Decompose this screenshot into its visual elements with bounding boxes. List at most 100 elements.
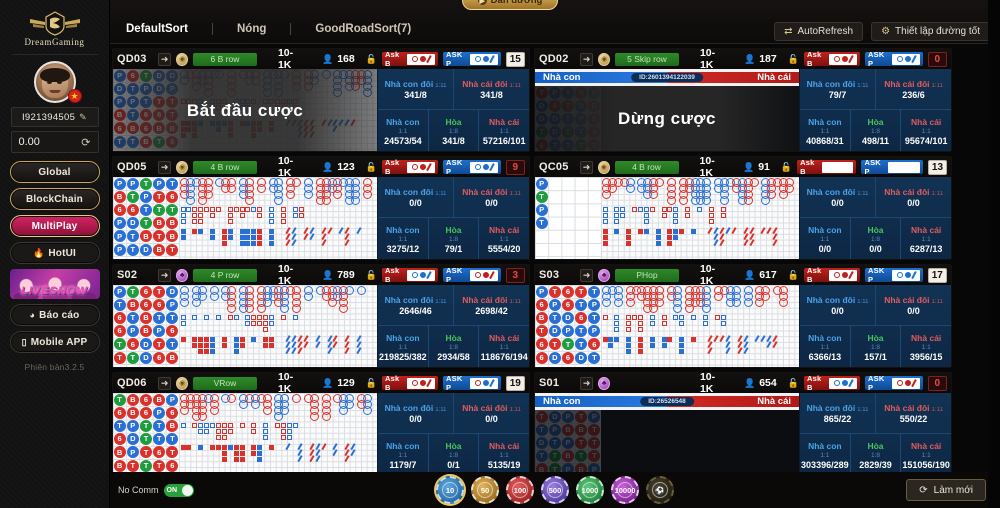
lock-icon[interactable]: 🔓 bbox=[787, 377, 799, 388]
lock-icon[interactable]: 🔓 bbox=[787, 53, 799, 64]
tie-bet-cell[interactable]: Hòa 1:8 79/1 bbox=[427, 218, 479, 259]
chip-10[interactable]: 10 bbox=[436, 476, 464, 504]
sidebar-item-global[interactable]: Global bbox=[9, 161, 100, 183]
ask-banker-button[interactable]: Ask B bbox=[803, 374, 861, 392]
player-pair-cell[interactable]: Nhà con đôi 1:11 865/22 bbox=[800, 393, 875, 433]
player-pair-cell[interactable]: Nhà con đôi 1:11 79/7 bbox=[800, 69, 875, 109]
no-commission-toggle[interactable]: No Comm ON bbox=[118, 483, 194, 497]
avatar[interactable]: ★ bbox=[12, 59, 98, 105]
banker-bet-cell[interactable]: Nhà cái 1:1 118676/194 bbox=[478, 326, 529, 367]
ask-banker-button[interactable]: Ask B bbox=[803, 50, 861, 68]
toggle-switch[interactable]: ON bbox=[163, 483, 194, 497]
balance-row[interactable]: 0.00 ⟳ bbox=[10, 131, 99, 153]
chip-50[interactable]: 50 bbox=[471, 476, 499, 504]
banker-pair-cell[interactable]: Nhà cái đôi 1:11 341/8 bbox=[453, 69, 529, 109]
table-card[interactable]: QD06 ➜ ◉ VRow 10-1K 👤 129 🔓 Ask B ASK P 19 T 6 T 6 B B B B… bbox=[112, 372, 530, 476]
banker-pair-cell[interactable]: Nhà cái đôi 1:11 0/0 bbox=[453, 177, 529, 217]
table-card[interactable]: QD03 ➜ ◉ 6 B row 10-1K 👤168 🔓 Ask B ASK P 15 PDPB6… bbox=[112, 48, 530, 152]
tie-bet-cell[interactable]: Hòa 1:8 157/1 bbox=[849, 326, 901, 367]
banker-pair-cell[interactable]: Nhà cái đôi 1:11 0/0 bbox=[453, 393, 529, 433]
sidebar-item-multiplay[interactable]: MultiPlay bbox=[9, 215, 100, 237]
lock-icon[interactable]: 🔓 bbox=[787, 269, 799, 280]
ask-player-button[interactable]: ASK P bbox=[443, 50, 501, 68]
tie-bet-cell[interactable]: Hòa 1:8 0/0 bbox=[849, 218, 901, 259]
sidebar-item-mobileapp[interactable]: ▯ Mobile APP bbox=[9, 331, 100, 353]
more-chips-icon[interactable]: ⚽ bbox=[646, 476, 674, 504]
ask-banker-button[interactable]: Ask B bbox=[381, 50, 439, 68]
auto-refresh-button[interactable]: ⇄ AutoRefresh bbox=[774, 22, 864, 41]
ask-banker-button[interactable]: Ask B bbox=[381, 266, 439, 284]
chip-10000[interactable]: 10000 bbox=[611, 476, 639, 504]
enter-table-icon[interactable]: ➜ bbox=[158, 160, 172, 174]
enter-table-icon[interactable]: ➜ bbox=[158, 52, 172, 66]
player-pair-cell[interactable]: Nhà con đôi 1:11 0/0 bbox=[800, 285, 875, 325]
lock-icon[interactable]: 🔓 bbox=[365, 377, 377, 388]
sidebar-item-liveshow[interactable]: LIVESHOW bbox=[9, 269, 100, 299]
banker-pair-cell[interactable]: Nhà cái đôi 1:11 0/0 bbox=[875, 177, 951, 217]
brand-logo[interactable]: DreamGaming bbox=[0, 0, 109, 52]
chip-1000[interactable]: 1000 bbox=[576, 476, 604, 504]
banker-bet-cell[interactable]: Nhà cái 1:1 6287/13 bbox=[900, 218, 951, 259]
ask-player-button[interactable]: ASK P bbox=[865, 374, 923, 392]
chip-500[interactable]: 500 bbox=[541, 476, 569, 504]
roadmap-area[interactable]: Nhà con00Nhà cáiID:2601394122039TDDT6TP6… bbox=[535, 69, 799, 151]
sidebar-item-blockchain[interactable]: BlockChain bbox=[9, 188, 100, 210]
guide-button[interactable]: ▶ Dẫn đường bbox=[462, 0, 558, 10]
player-bet-cell[interactable]: Nhà con 1:1 24573/54 bbox=[378, 110, 428, 151]
table-card[interactable]: QD02 ➜ ◉ 5 Skip row 10-1K 👤 187 🔓 Ask B ASK P 0 Nhà… bbox=[534, 48, 952, 152]
roadmap-area[interactable]: PDPB6T6TPTBTTPT66BDDT6BTDPTTB6Bắt đầu cư… bbox=[113, 69, 377, 151]
player-pair-cell[interactable]: Nhà con đôi 1:11 0/0 bbox=[378, 177, 453, 217]
chip-100[interactable]: 100 bbox=[506, 476, 534, 504]
tie-bet-cell[interactable]: Hòa 1:8 0/1 bbox=[427, 434, 479, 475]
pencil-icon[interactable]: ✎ bbox=[79, 111, 88, 122]
banker-pair-cell[interactable]: Nhà cái đôi 1:11 550/22 bbox=[875, 393, 951, 433]
banker-bet-cell[interactable]: Nhà cái 1:1 95674/101 bbox=[900, 110, 951, 151]
player-bet-cell[interactable]: Nhà con 1:1 1179/7 bbox=[378, 434, 428, 475]
ask-player-button[interactable]: ASK P bbox=[443, 374, 501, 392]
tab-good-road-sort[interactable]: GoodRoadSort(7) bbox=[315, 23, 412, 35]
banker-bet-cell[interactable]: Nhà cái 1:1 5135/19 bbox=[478, 434, 529, 475]
enter-table-icon[interactable]: ➜ bbox=[580, 160, 594, 174]
ask-player-button[interactable]: ASK P bbox=[865, 266, 923, 284]
banker-bet-cell[interactable]: Nhà cái 1:1 5554/20 bbox=[478, 218, 529, 259]
good-road-setup-button[interactable]: ⚙ Thiết lập đường tốt bbox=[871, 22, 990, 41]
sidebar-item-hotui[interactable]: 🔥 HotUI bbox=[9, 242, 100, 264]
ask-player-button[interactable]: ASK P bbox=[865, 50, 923, 68]
tie-bet-cell[interactable]: Hòa 1:8 2934/58 bbox=[427, 326, 479, 367]
tie-bet-cell[interactable]: Hòa 1:8 498/11 bbox=[849, 110, 901, 151]
ask-banker-button[interactable]: Ask B bbox=[797, 158, 857, 176]
enter-table-icon[interactable]: ➜ bbox=[158, 376, 172, 390]
user-id-row[interactable]: I921394505 ✎ bbox=[10, 107, 99, 127]
banker-pair-cell[interactable]: Nhà cái đôi 1:11 2698/42 bbox=[453, 285, 529, 325]
lock-icon[interactable]: 🔓 bbox=[365, 53, 377, 64]
ask-banker-button[interactable]: Ask B bbox=[803, 266, 861, 284]
banker-bet-cell[interactable]: Nhà cái 1:1 57216/101 bbox=[478, 110, 529, 151]
player-pair-cell[interactable]: Nhà con đôi 1:11 2646/46 bbox=[378, 285, 453, 325]
roadmap-area[interactable]: Nhà con00Nhà cáiID:26526548TTDTBDDPTTTTP… bbox=[535, 393, 799, 475]
tie-bet-cell[interactable]: Hòa 1:8 341/8 bbox=[427, 110, 479, 151]
banker-bet-cell[interactable]: Nhà cái 1:1 151056/190 bbox=[900, 434, 951, 475]
player-pair-cell[interactable]: Nhà con đôi 1:11 0/0 bbox=[378, 393, 453, 433]
refresh-icon[interactable]: ⟳ bbox=[81, 136, 91, 149]
lock-icon[interactable]: 🔓 bbox=[780, 161, 793, 172]
player-bet-cell[interactable]: Nhà con 1:1 0/0 bbox=[800, 218, 850, 259]
ask-player-button[interactable]: ASK P bbox=[443, 158, 501, 176]
sidebar-item-baocao[interactable]: ◕ Báo cáo bbox=[9, 304, 100, 326]
lock-icon[interactable]: 🔓 bbox=[365, 161, 377, 172]
player-bet-cell[interactable]: Nhà con 1:1 40868/31 bbox=[800, 110, 850, 151]
tie-bet-cell[interactable]: Hòa 1:8 2829/39 bbox=[849, 434, 901, 475]
player-bet-cell[interactable]: Nhà con 1:1 303396/289 bbox=[800, 434, 850, 475]
player-pair-cell[interactable]: Nhà con đôi 1:11 0/0 bbox=[800, 177, 875, 217]
enter-table-icon[interactable]: ➜ bbox=[158, 268, 172, 282]
lock-icon[interactable]: 🔓 bbox=[365, 269, 377, 280]
enter-table-icon[interactable]: ➜ bbox=[580, 52, 594, 66]
table-card[interactable]: QC05 ➜ ◉ 4 B row 10-1K 👤 91 🔓 Ask B ASK P 13 P T P T Nh… bbox=[534, 156, 952, 260]
refresh-button[interactable]: ⟳ Làm mới bbox=[906, 479, 986, 501]
